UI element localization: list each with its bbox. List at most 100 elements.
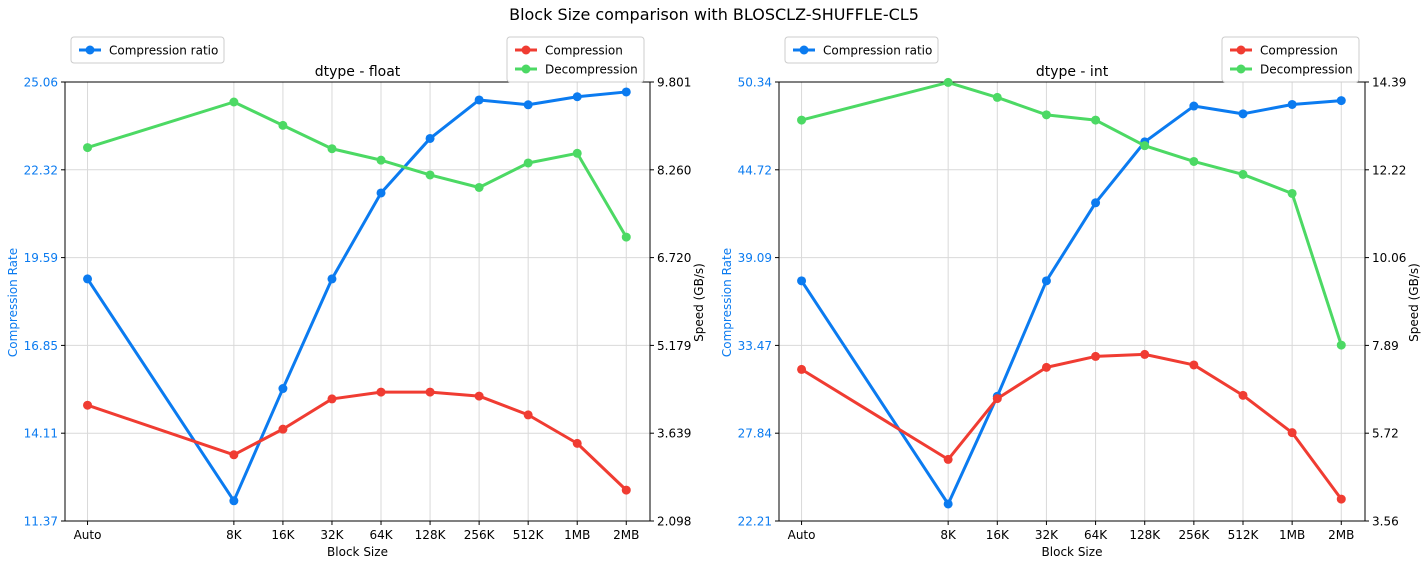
- data-point-compression: [1041, 362, 1051, 372]
- y-axis-label-left: Compression Rate: [720, 248, 734, 357]
- data-point-compression-ratio: [327, 274, 337, 284]
- data-point-compression: [327, 394, 337, 404]
- x-axis-label: Block Size: [1042, 545, 1103, 559]
- x-tick-label: 128K: [1129, 528, 1161, 542]
- data-point-compression: [474, 391, 484, 401]
- data-point-decompression: [572, 148, 582, 158]
- data-point-compression: [992, 394, 1002, 404]
- x-tick-label: 32K: [1035, 528, 1059, 542]
- data-point-compression: [278, 424, 288, 434]
- panel-title: dtype - float: [315, 64, 401, 80]
- right-tick-label: 9.801: [657, 76, 691, 90]
- data-point-compression-ratio: [1091, 198, 1101, 208]
- x-tick-label: 1MB: [1279, 528, 1305, 542]
- data-point-compression-ratio: [1287, 99, 1297, 109]
- right-tick-label: 5.179: [657, 339, 691, 353]
- legend-swatch-marker: [1236, 45, 1246, 55]
- data-point-decompression: [621, 232, 631, 242]
- data-point-compression: [376, 387, 386, 397]
- data-point-decompression: [943, 77, 953, 87]
- data-point-decompression: [1189, 156, 1199, 166]
- left-tick-label: 22.21: [738, 515, 772, 529]
- data-point-decompression: [1238, 169, 1248, 179]
- right-tick-label: 12.22: [1372, 163, 1406, 177]
- x-tick-label: Auto: [74, 528, 102, 542]
- x-tick-label: 16K: [271, 528, 295, 542]
- data-point-compression-ratio: [278, 384, 288, 394]
- legend-swatch-marker: [521, 45, 531, 55]
- data-point-decompression: [474, 182, 484, 192]
- right-tick-label: 8.260: [657, 163, 691, 177]
- left-tick-label: 22.32: [24, 163, 58, 177]
- data-point-compression: [943, 454, 953, 464]
- plot-frame: [778, 81, 1366, 522]
- data-point-compression: [621, 485, 631, 495]
- data-point-compression-ratio: [797, 276, 807, 286]
- left-tick-label: 50.34: [738, 76, 772, 90]
- data-point-compression: [1189, 360, 1199, 370]
- data-point-compression-ratio: [474, 95, 484, 105]
- legend-swatch-marker: [521, 64, 531, 74]
- data-point-decompression: [1287, 188, 1297, 198]
- x-tick-label: 64K: [1084, 528, 1108, 542]
- data-point-compression: [572, 438, 582, 448]
- data-point-decompression: [523, 158, 533, 168]
- data-point-decompression: [797, 115, 807, 125]
- figure-title: Block Size comparison with BLOSCLZ-SHUFF…: [509, 5, 919, 24]
- data-point-compression-ratio: [1238, 109, 1248, 119]
- data-point-decompression: [83, 143, 93, 153]
- data-point-compression-ratio: [1041, 276, 1051, 286]
- data-point-compression-ratio: [1336, 96, 1346, 106]
- data-point-compression-ratio: [229, 496, 239, 506]
- data-point-decompression: [1336, 340, 1346, 350]
- x-tick-label: Auto: [788, 528, 816, 542]
- panel-title: dtype - int: [1036, 64, 1109, 80]
- right-tick-label: 6.720: [657, 251, 691, 265]
- legend-swatch-marker: [799, 45, 809, 55]
- right-tick-label: 10.06: [1372, 251, 1406, 265]
- x-tick-label: 128K: [415, 528, 447, 542]
- left-tick-label: 44.72: [738, 163, 772, 177]
- series-line-decompression: [87, 100, 628, 238]
- legend-right: Compression Decompression: [506, 36, 645, 83]
- legend-label: Compression: [1260, 44, 1338, 58]
- series-line-compression: [800, 352, 1343, 501]
- right-tick-label: 2.098: [657, 515, 691, 529]
- right-tick-label: 7.89: [1372, 339, 1399, 353]
- x-tick-label: 512K: [1228, 528, 1260, 542]
- data-point-decompression: [425, 170, 435, 180]
- right-tick-label: 3.56: [1372, 515, 1399, 529]
- x-tick-label: 256K: [1178, 528, 1210, 542]
- y-axis-label-right: Speed (GB/s): [692, 263, 706, 342]
- left-tick-label: 33.47: [738, 339, 772, 353]
- legend-box: [506, 36, 645, 83]
- legend-box: [1221, 36, 1360, 83]
- data-point-compression: [1336, 494, 1346, 504]
- y-axis-label-left: Compression Rate: [6, 248, 20, 357]
- x-tick-label: 512K: [513, 528, 545, 542]
- legend-box: [784, 36, 939, 64]
- legend-swatch-marker: [1236, 64, 1246, 74]
- data-point-compression-ratio: [523, 100, 533, 110]
- data-point-decompression: [229, 97, 239, 107]
- left-tick-label: 25.06: [24, 76, 58, 90]
- left-tick-label: 27.84: [738, 427, 772, 441]
- data-point-decompression: [327, 144, 337, 154]
- data-point-compression: [83, 400, 93, 410]
- legend-label: Decompression: [545, 63, 638, 77]
- data-point-compression: [229, 450, 239, 460]
- data-point-compression-ratio: [1189, 101, 1199, 111]
- data-point-compression: [1140, 349, 1150, 359]
- data-point-compression-ratio: [376, 188, 386, 198]
- data-point-compression-ratio: [83, 274, 93, 284]
- left-tick-label: 11.37: [24, 515, 58, 529]
- x-tick-label: 256K: [464, 528, 496, 542]
- x-tick-label: 1MB: [564, 528, 590, 542]
- chart-panel-2: 22.21 27.84 33.47 39.09 44.72 50.34 3.56 5.72 7.…: [720, 36, 1421, 559]
- series-line-decompression: [801, 80, 1343, 346]
- legend-label: Decompression: [1260, 63, 1353, 77]
- x-tick-label: 2MB: [613, 528, 639, 542]
- data-point-decompression: [1140, 141, 1150, 151]
- legend-box: [70, 36, 225, 64]
